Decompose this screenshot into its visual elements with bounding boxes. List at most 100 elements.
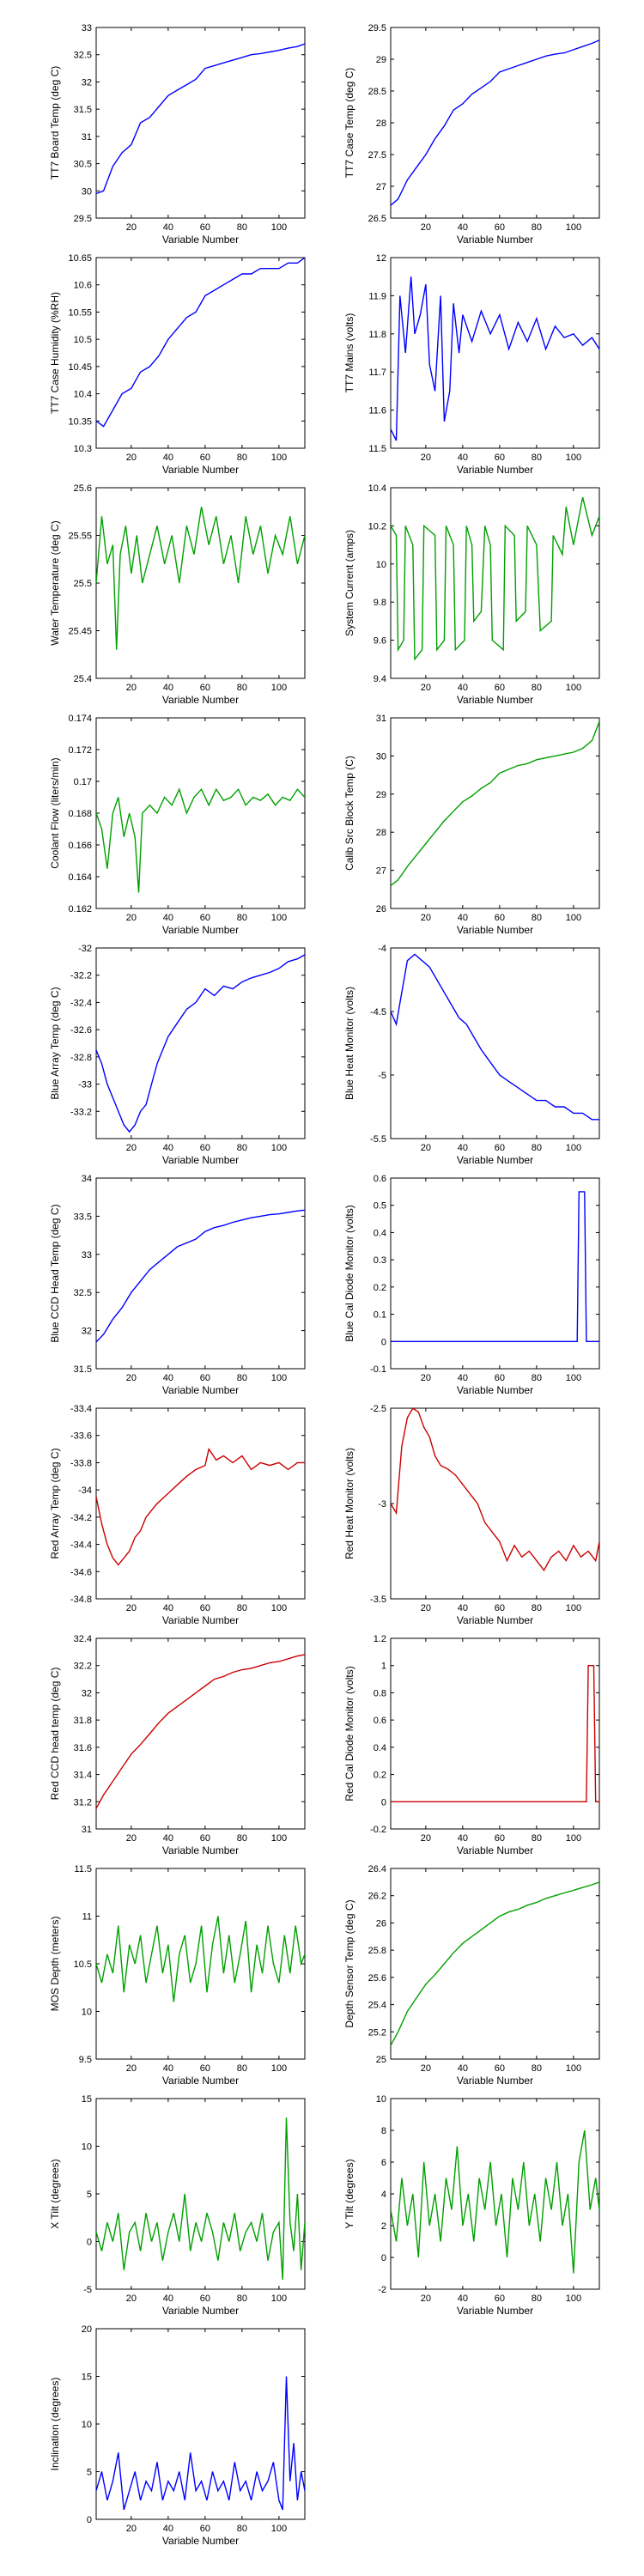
y-tick-label: 0.5 — [374, 1201, 386, 1212]
y-tick-label: 27 — [376, 182, 386, 192]
series-line — [96, 507, 305, 650]
y-tick-label: -3.5 — [370, 1595, 386, 1605]
y-tick-label: 25 — [376, 2055, 386, 2065]
y-tick-label: 15 — [82, 2372, 92, 2383]
x-axis-label: Variable Number — [162, 924, 239, 936]
y-tick-label: 0.172 — [68, 745, 92, 756]
y-tick-label: 10.55 — [68, 307, 92, 318]
x-tick-label: 40 — [163, 683, 173, 693]
chart-panel-21: 20 40 60 80 100 0 5 10 15 20 Variable Number Inclin… — [49, 2324, 306, 2547]
x-tick-label: 60 — [495, 453, 505, 463]
x-tick-label: 80 — [532, 222, 542, 233]
y-axis-label: Red Array Temp (deg C) — [49, 1448, 61, 1558]
plot-frame — [95, 1637, 306, 1830]
x-tick-label: 40 — [458, 1603, 468, 1613]
x-tick-label: 40 — [163, 1143, 173, 1153]
y-tick-label: -34.2 — [70, 1513, 92, 1523]
y-tick-label: 31.2 — [74, 1797, 92, 1807]
x-tick-label: 80 — [237, 683, 247, 693]
x-tick-label: 20 — [421, 222, 431, 233]
plot-frame — [95, 1177, 306, 1370]
y-axis-label: Y Tilt (degrees) — [343, 2159, 355, 2228]
x-tick-label: 100 — [271, 1143, 287, 1153]
x-tick-label: 100 — [271, 2524, 287, 2534]
y-axis-label: Blue Heat Monitor (volts) — [343, 987, 355, 1100]
y-tick-label: 10 — [376, 2094, 386, 2105]
plot-frame — [390, 27, 600, 219]
plot-frame — [390, 1407, 600, 1600]
y-tick-label: -32.8 — [70, 1053, 92, 1063]
x-tick-label: 80 — [532, 1833, 542, 1844]
y-tick-label: 10.4 — [74, 390, 92, 400]
y-tick-label: 10.65 — [68, 253, 92, 264]
x-tick-label: 20 — [421, 683, 431, 693]
x-tick-label: 20 — [126, 683, 137, 693]
x-axis-label: Variable Number — [162, 2075, 239, 2087]
x-tick-label: 100 — [271, 1373, 287, 1383]
x-tick-label: 40 — [163, 2293, 173, 2304]
x-tick-label: 20 — [126, 1373, 137, 1383]
y-tick-label: 25.4 — [74, 674, 92, 684]
chart-panel-14: 20 40 60 80 100 -3.5 -3 -2.5 Variable Number Red … — [343, 1404, 600, 1626]
plot-frame — [95, 1407, 306, 1600]
y-tick-label: 32 — [82, 1327, 92, 1337]
x-tick-label: 20 — [421, 453, 431, 463]
y-tick-label: 9.4 — [374, 674, 386, 684]
y-tick-label: 32.5 — [74, 51, 92, 61]
series-line — [391, 276, 599, 441]
x-tick-label: 40 — [163, 2524, 173, 2534]
y-tick-label: 9.5 — [79, 2055, 92, 2065]
y-tick-label: 33.5 — [74, 1212, 92, 1222]
y-tick-label: -3 — [378, 1499, 386, 1510]
chart-panel-12: 20 40 60 80 100 -0.1 0 0.1 0.2 0.3 0.4 0.5 0.6 Variab… — [343, 1174, 600, 1396]
y-tick-label: 1 — [381, 1662, 386, 1672]
y-tick-label: 25.5 — [74, 579, 92, 589]
y-axis-label: Red CCD head temp (deg C) — [49, 1668, 61, 1801]
x-tick-label: 60 — [200, 1833, 210, 1844]
series-line — [96, 2117, 305, 2280]
y-tick-label: 0.2 — [374, 1283, 386, 1293]
y-tick-label: 27.5 — [368, 150, 386, 161]
series-line — [391, 721, 599, 886]
x-tick-label: 60 — [495, 2293, 505, 2304]
x-tick-label: 100 — [271, 683, 287, 693]
x-tick-label: 20 — [126, 222, 137, 233]
y-tick-label: 0.17 — [74, 777, 92, 787]
chart-panel-15: 20 40 60 80 100 31 31.2 31.4 31.6 31.8 32 32.2 32.4 V… — [49, 1634, 306, 1856]
x-tick-label: 100 — [271, 222, 287, 233]
y-tick-label: 25.8 — [368, 1946, 386, 1956]
plot-frame — [95, 27, 306, 219]
plot-frame — [95, 947, 306, 1139]
y-tick-label: -5 — [378, 1071, 386, 1081]
y-tick-label: 5 — [87, 2468, 92, 2478]
x-tick-label: 60 — [200, 2524, 210, 2534]
x-tick-label: 20 — [126, 1833, 137, 1844]
x-axis-label: Variable Number — [162, 1154, 239, 1166]
y-tick-label: -33.6 — [70, 1431, 92, 1442]
y-tick-label: 31.8 — [74, 1716, 92, 1726]
x-tick-label: 40 — [163, 2063, 173, 2074]
x-axis-label: Variable Number — [457, 1384, 533, 1396]
x-tick-label: 100 — [566, 2293, 581, 2304]
y-tick-label: -34.6 — [70, 1567, 92, 1577]
y-tick-label: 34 — [82, 1174, 92, 1184]
y-tick-label: 29.5 — [74, 214, 92, 224]
y-tick-label: 0.8 — [374, 1688, 386, 1698]
x-tick-label: 100 — [566, 1373, 581, 1383]
x-tick-label: 100 — [566, 1603, 581, 1613]
y-tick-label: 31.4 — [74, 1771, 92, 1781]
y-tick-label: -33 — [78, 1080, 92, 1091]
y-axis-label: Blue Array Temp (deg C) — [49, 987, 61, 1099]
y-tick-label: 31.5 — [74, 105, 92, 115]
x-tick-label: 40 — [458, 683, 468, 693]
y-tick-label: 10 — [82, 2008, 92, 2018]
chart-panel-1: 20 40 60 80 100 29.5 30 30.5 31 31.5 32 32.5 33 Varia… — [49, 23, 306, 246]
y-tick-label: -33.2 — [70, 1107, 92, 1117]
y-tick-label: 10.3 — [74, 444, 92, 454]
x-tick-label: 60 — [200, 1603, 210, 1613]
y-tick-label: 2 — [381, 2221, 386, 2232]
y-tick-label: 31.5 — [74, 1364, 92, 1375]
y-tick-label: 32.5 — [74, 1288, 92, 1298]
y-tick-label: 30 — [82, 186, 92, 197]
x-tick-label: 80 — [532, 683, 542, 693]
